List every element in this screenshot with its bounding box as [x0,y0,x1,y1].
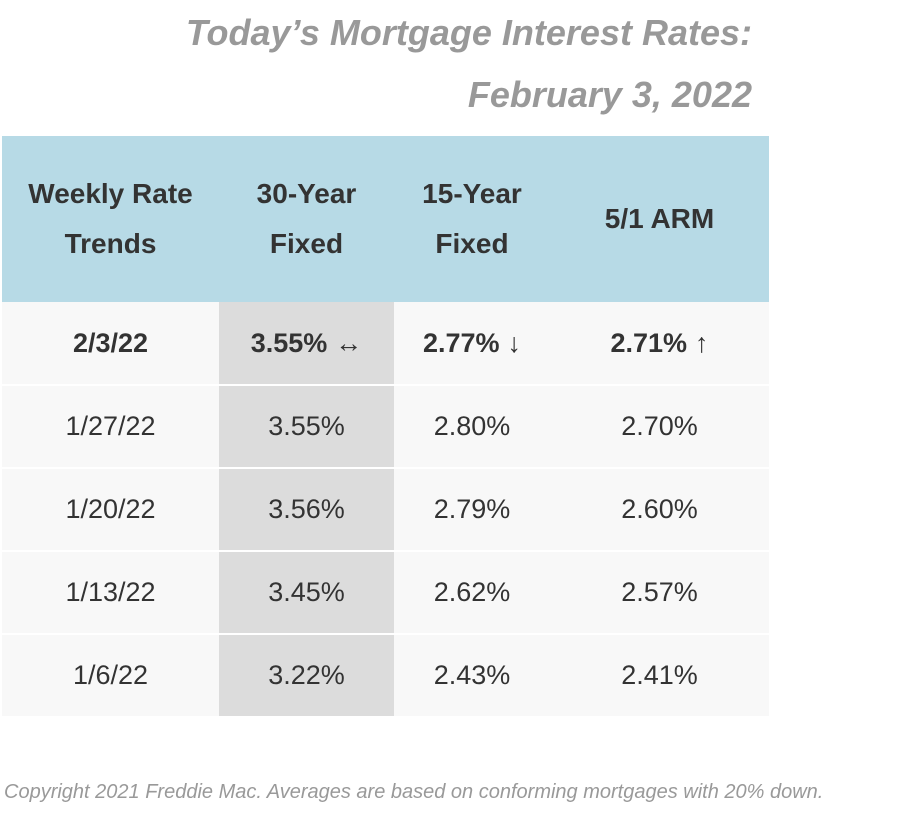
table-row-current-week: 2/3/22 3.55% ↔ 2.77% ↓ 2.71% ↑ [2,302,769,385]
header-label: Fixed [435,228,509,259]
cell-30-year-fixed: 3.56% [219,467,394,551]
header-weekly-rate-trends: Weekly Rate Trends [2,136,219,302]
table-row: 1/27/22 3.55% 2.80% 2.70% [2,384,769,468]
header-label: 30-Year [256,178,357,209]
header-30-year-fixed: 30-Year Fixed [219,136,394,302]
cell-30-year-fixed: 3.55% [219,384,394,468]
cell-5-1-arm: 2.60% [550,467,769,551]
cell-date: 2/3/22 [2,302,219,385]
cell-5-1-arm: 2.57% [550,550,769,634]
cell-5-1-arm: 2.70% [550,384,769,468]
header-label: 15-Year [422,178,522,209]
trend-down-icon: ↓ [507,327,522,358]
table-header: Weekly Rate Trends 30-Year Fixed 15-Year… [2,136,769,302]
cell-30-year-fixed: 3.55% ↔ [219,302,394,385]
table-body: 2/3/22 3.55% ↔ 2.77% ↓ 2.71% ↑ 1/27/22 3.55… [2,302,769,716]
table-row: 1/13/22 3.45% 2.62% 2.57% [2,550,769,634]
cell-date: 1/27/22 [2,384,219,468]
header-row: Weekly Rate Trends 30-Year Fixed 15-Year… [2,136,769,302]
date-value: 2/3/22 [72,327,149,358]
table-row: 1/20/22 3.56% 2.79% 2.60% [2,467,769,551]
cell-date: 1/6/22 [2,633,219,716]
cell-30-year-fixed: 3.22% [219,633,394,716]
table-row: 1/6/22 3.22% 2.43% 2.41% [2,633,769,716]
trend-up-icon: ↑ [695,327,709,358]
header-label: Weekly Rate [28,178,193,209]
title-line-1: Today’s Mortgage Interest Rates: [185,12,752,53]
rate-value: 2.71% [610,327,688,358]
cell-15-year-fixed: 2.79% [394,467,550,551]
cell-date: 1/13/22 [2,550,219,634]
cell-15-year-fixed: 2.77% ↓ [394,302,550,385]
mortgage-rates-table: Weekly Rate Trends 30-Year Fixed 15-Year… [2,136,769,716]
cell-15-year-fixed: 2.62% [394,550,550,634]
rate-value: 3.55% [250,327,328,358]
cell-15-year-fixed: 2.80% [394,384,550,468]
trend-unchanged-icon: ↔ [335,327,363,358]
cell-5-1-arm: 2.71% ↑ [550,302,769,385]
copyright-notice: Copyright 2021 Freddie Mac. Averages are… [4,781,824,803]
cell-date: 1/20/22 [2,467,219,551]
page-title: Today’s Mortgage Interest Rates: Februar… [186,2,752,126]
header-label: Fixed [269,228,344,259]
title-date: February 3, 2022 [467,74,752,115]
rate-value: 2.77% [422,327,500,358]
cell-5-1-arm: 2.41% [550,633,769,716]
header-label: 5/1 ARM [604,203,715,234]
header-label: Trends [64,228,157,259]
header-15-year-fixed: 15-Year Fixed [394,136,550,302]
cell-15-year-fixed: 2.43% [394,633,550,716]
header-5-1-arm: 5/1 ARM [550,136,769,302]
cell-30-year-fixed: 3.45% [219,550,394,634]
